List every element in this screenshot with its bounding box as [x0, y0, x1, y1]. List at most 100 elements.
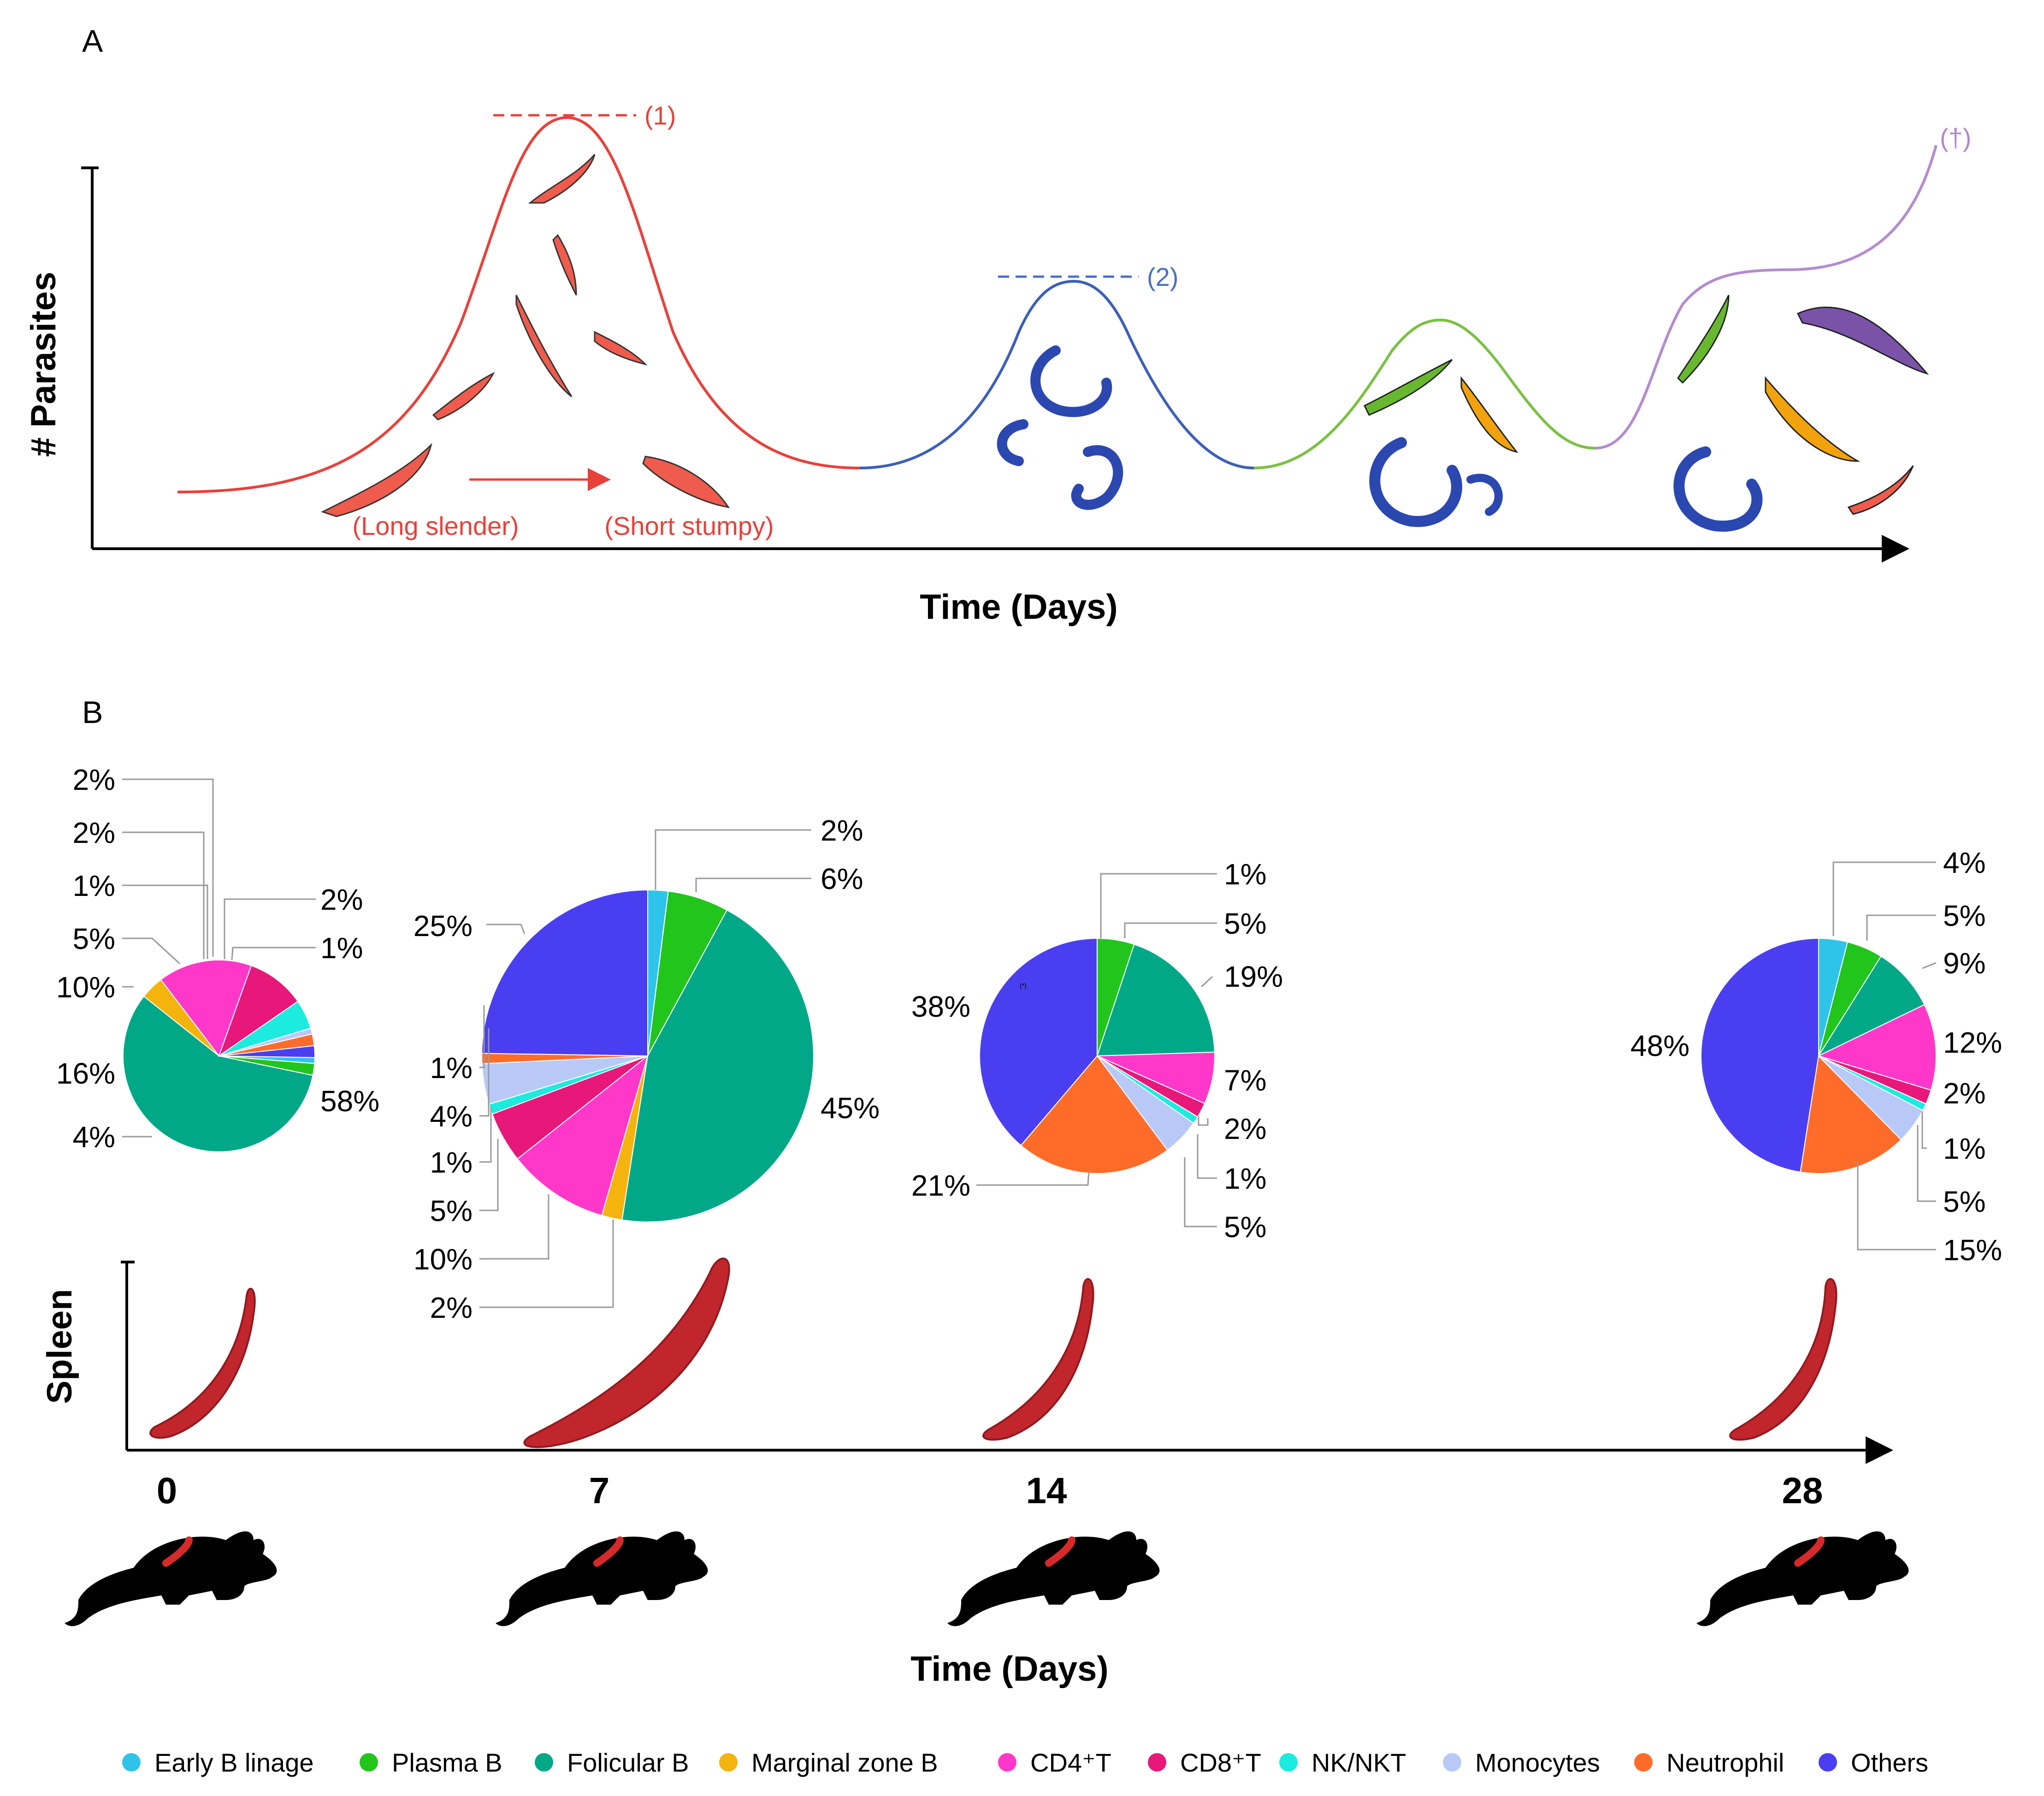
parasites-wave-4 — [1673, 295, 1929, 532]
spleen-icon — [1729, 1278, 1837, 1441]
wave-3-curve — [1253, 318, 1595, 469]
mouse-icon — [65, 1531, 277, 1626]
parasites-wave-3 — [1363, 359, 1518, 527]
mouse-day-0 — [65, 1531, 277, 1626]
pct-label: 2% — [1943, 1077, 1986, 1110]
spleen-marker-icon — [162, 1536, 193, 1567]
pct-label: 4% — [1943, 846, 1986, 879]
pie-slice-cd4-t — [160, 960, 252, 1057]
parasite-icon — [515, 295, 573, 397]
mouse-day-7 — [496, 1531, 708, 1626]
day-label-0: 0 — [157, 1470, 177, 1511]
parasite-icon — [594, 331, 648, 366]
labels-day-0: 2% 2% 1% 5% 10% 16% 4% 2% 1% 58% — [56, 763, 379, 1154]
note-mark: (*) — [1020, 982, 1027, 989]
legend-marker-icon — [122, 1753, 141, 1772]
pie-slice-plasma-b — [647, 890, 728, 1056]
day-label-28: 28 — [1782, 1470, 1823, 1511]
peak-1-label: (1) — [644, 101, 676, 130]
parasite-icon — [1765, 376, 1861, 462]
pie-slice-folicular-b — [1817, 955, 1925, 1057]
spleen-day-0 — [149, 1287, 256, 1439]
pie-slice-cd8-t — [218, 965, 299, 1057]
parasite-icon — [1071, 445, 1123, 510]
spleen-day-7 — [523, 1257, 730, 1448]
pie-slice-others — [219, 1045, 315, 1058]
parasite-icon — [1796, 307, 1929, 375]
legend-label: Neutrophil — [1666, 1748, 1784, 1777]
pct-label: 19% — [1224, 960, 1283, 993]
pct-label: 2% — [320, 883, 363, 916]
parasite-icon — [1460, 376, 1518, 453]
pct-label: 10% — [56, 971, 115, 1004]
wave-4-curve — [1595, 145, 1938, 450]
labels-day-28: 48% 4% 5% 9% 12% 2% 1% 5% 15% — [1630, 846, 2002, 1267]
parasites-wave-1 — [321, 154, 730, 517]
legend-label: CD8⁺T — [1180, 1748, 1261, 1777]
legend-label: NK/NKT — [1311, 1748, 1406, 1777]
pct-label: 16% — [56, 1057, 115, 1090]
spleen-day-28 — [1729, 1278, 1837, 1441]
pie-slice-others — [979, 937, 1098, 1146]
pct-label: 2% — [73, 763, 116, 796]
spleen-icon — [523, 1257, 730, 1448]
spleen-marker-icon — [1045, 1536, 1075, 1567]
day-label-7: 7 — [589, 1470, 610, 1511]
parasite-icon — [552, 234, 577, 296]
panel-a-y-title: # Parasites — [24, 272, 63, 456]
legend-label: Others — [1851, 1748, 1928, 1777]
parasites-wave-2 — [997, 345, 1123, 510]
pct-label: 5% — [1224, 907, 1267, 940]
labels-day-7: 25% 2% 6% 45% 1% 4% 1% 5% 10% 2% — [414, 814, 880, 1324]
pie-slice-cd4-t — [517, 1055, 649, 1216]
pct-label: 7% — [1224, 1064, 1267, 1097]
parasite-icon — [432, 372, 495, 421]
pct-label: 1% — [320, 931, 363, 965]
legend-marker-icon — [1634, 1753, 1653, 1772]
pct-label: 10% — [414, 1243, 473, 1276]
pie-day-0 — [123, 960, 315, 1152]
parasite-icon — [1363, 359, 1453, 416]
legend: Early B linage Plasma B Folicular B Margina… — [122, 1748, 1928, 1777]
panel-b: B (*) — [40, 695, 2002, 1777]
mouse-day-28 — [1696, 1531, 1909, 1626]
pie-slice-neutrophil — [1800, 1055, 1902, 1174]
pie-slice-others — [1701, 937, 1819, 1173]
wave-2-curve — [859, 279, 1254, 469]
panel-a-x-title: Time (Days) — [920, 587, 1117, 627]
pct-label: 5% — [1943, 899, 1986, 932]
pct-label: 45% — [821, 1091, 880, 1125]
pct-label: 9% — [1943, 947, 1986, 980]
spleen-day-14 — [982, 1278, 1094, 1441]
short-stumpy-label: (Short stumpy) — [604, 511, 774, 540]
death-label: (†) — [1940, 123, 1971, 152]
peak-2-label: (2) — [1147, 262, 1178, 291]
legend-label: Plasma B — [392, 1748, 502, 1777]
day-label-14: 14 — [1026, 1470, 1067, 1511]
long-slender-label: (Long slender) — [352, 511, 519, 540]
pct-label: 1% — [1943, 1132, 1986, 1165]
pie-slice-folicular-b — [1096, 943, 1215, 1057]
parasite-icon — [642, 456, 730, 509]
pct-label: 1% — [1224, 858, 1267, 891]
leaders-day-28 — [1832, 861, 1937, 1251]
legend-marker-icon — [535, 1753, 553, 1772]
pct-label: 5% — [73, 922, 116, 955]
legend-marker-icon — [1279, 1753, 1298, 1772]
wave-1-curve — [177, 116, 860, 493]
panel-a: A # Parasites Time (Days) (1) (2) (†) (L… — [24, 24, 1971, 627]
pct-label: 5% — [430, 1194, 473, 1227]
parasite-icon — [1030, 345, 1112, 417]
spleen-icon — [149, 1287, 256, 1439]
leaders-day-0 — [122, 778, 316, 1138]
pct-label: 1% — [73, 869, 116, 902]
pct-label: 12% — [1943, 1026, 2002, 1059]
pct-label: 4% — [430, 1100, 473, 1133]
pie-slice-neutrophil — [1020, 1055, 1168, 1174]
pct-label: 2% — [821, 814, 863, 847]
parasite-icon — [1466, 474, 1503, 516]
legend-label: Early B linage — [154, 1748, 314, 1777]
legend-marker-icon — [1819, 1753, 1837, 1772]
pie-day-28 — [1701, 937, 1937, 1174]
pct-label: 15% — [1943, 1233, 2002, 1267]
